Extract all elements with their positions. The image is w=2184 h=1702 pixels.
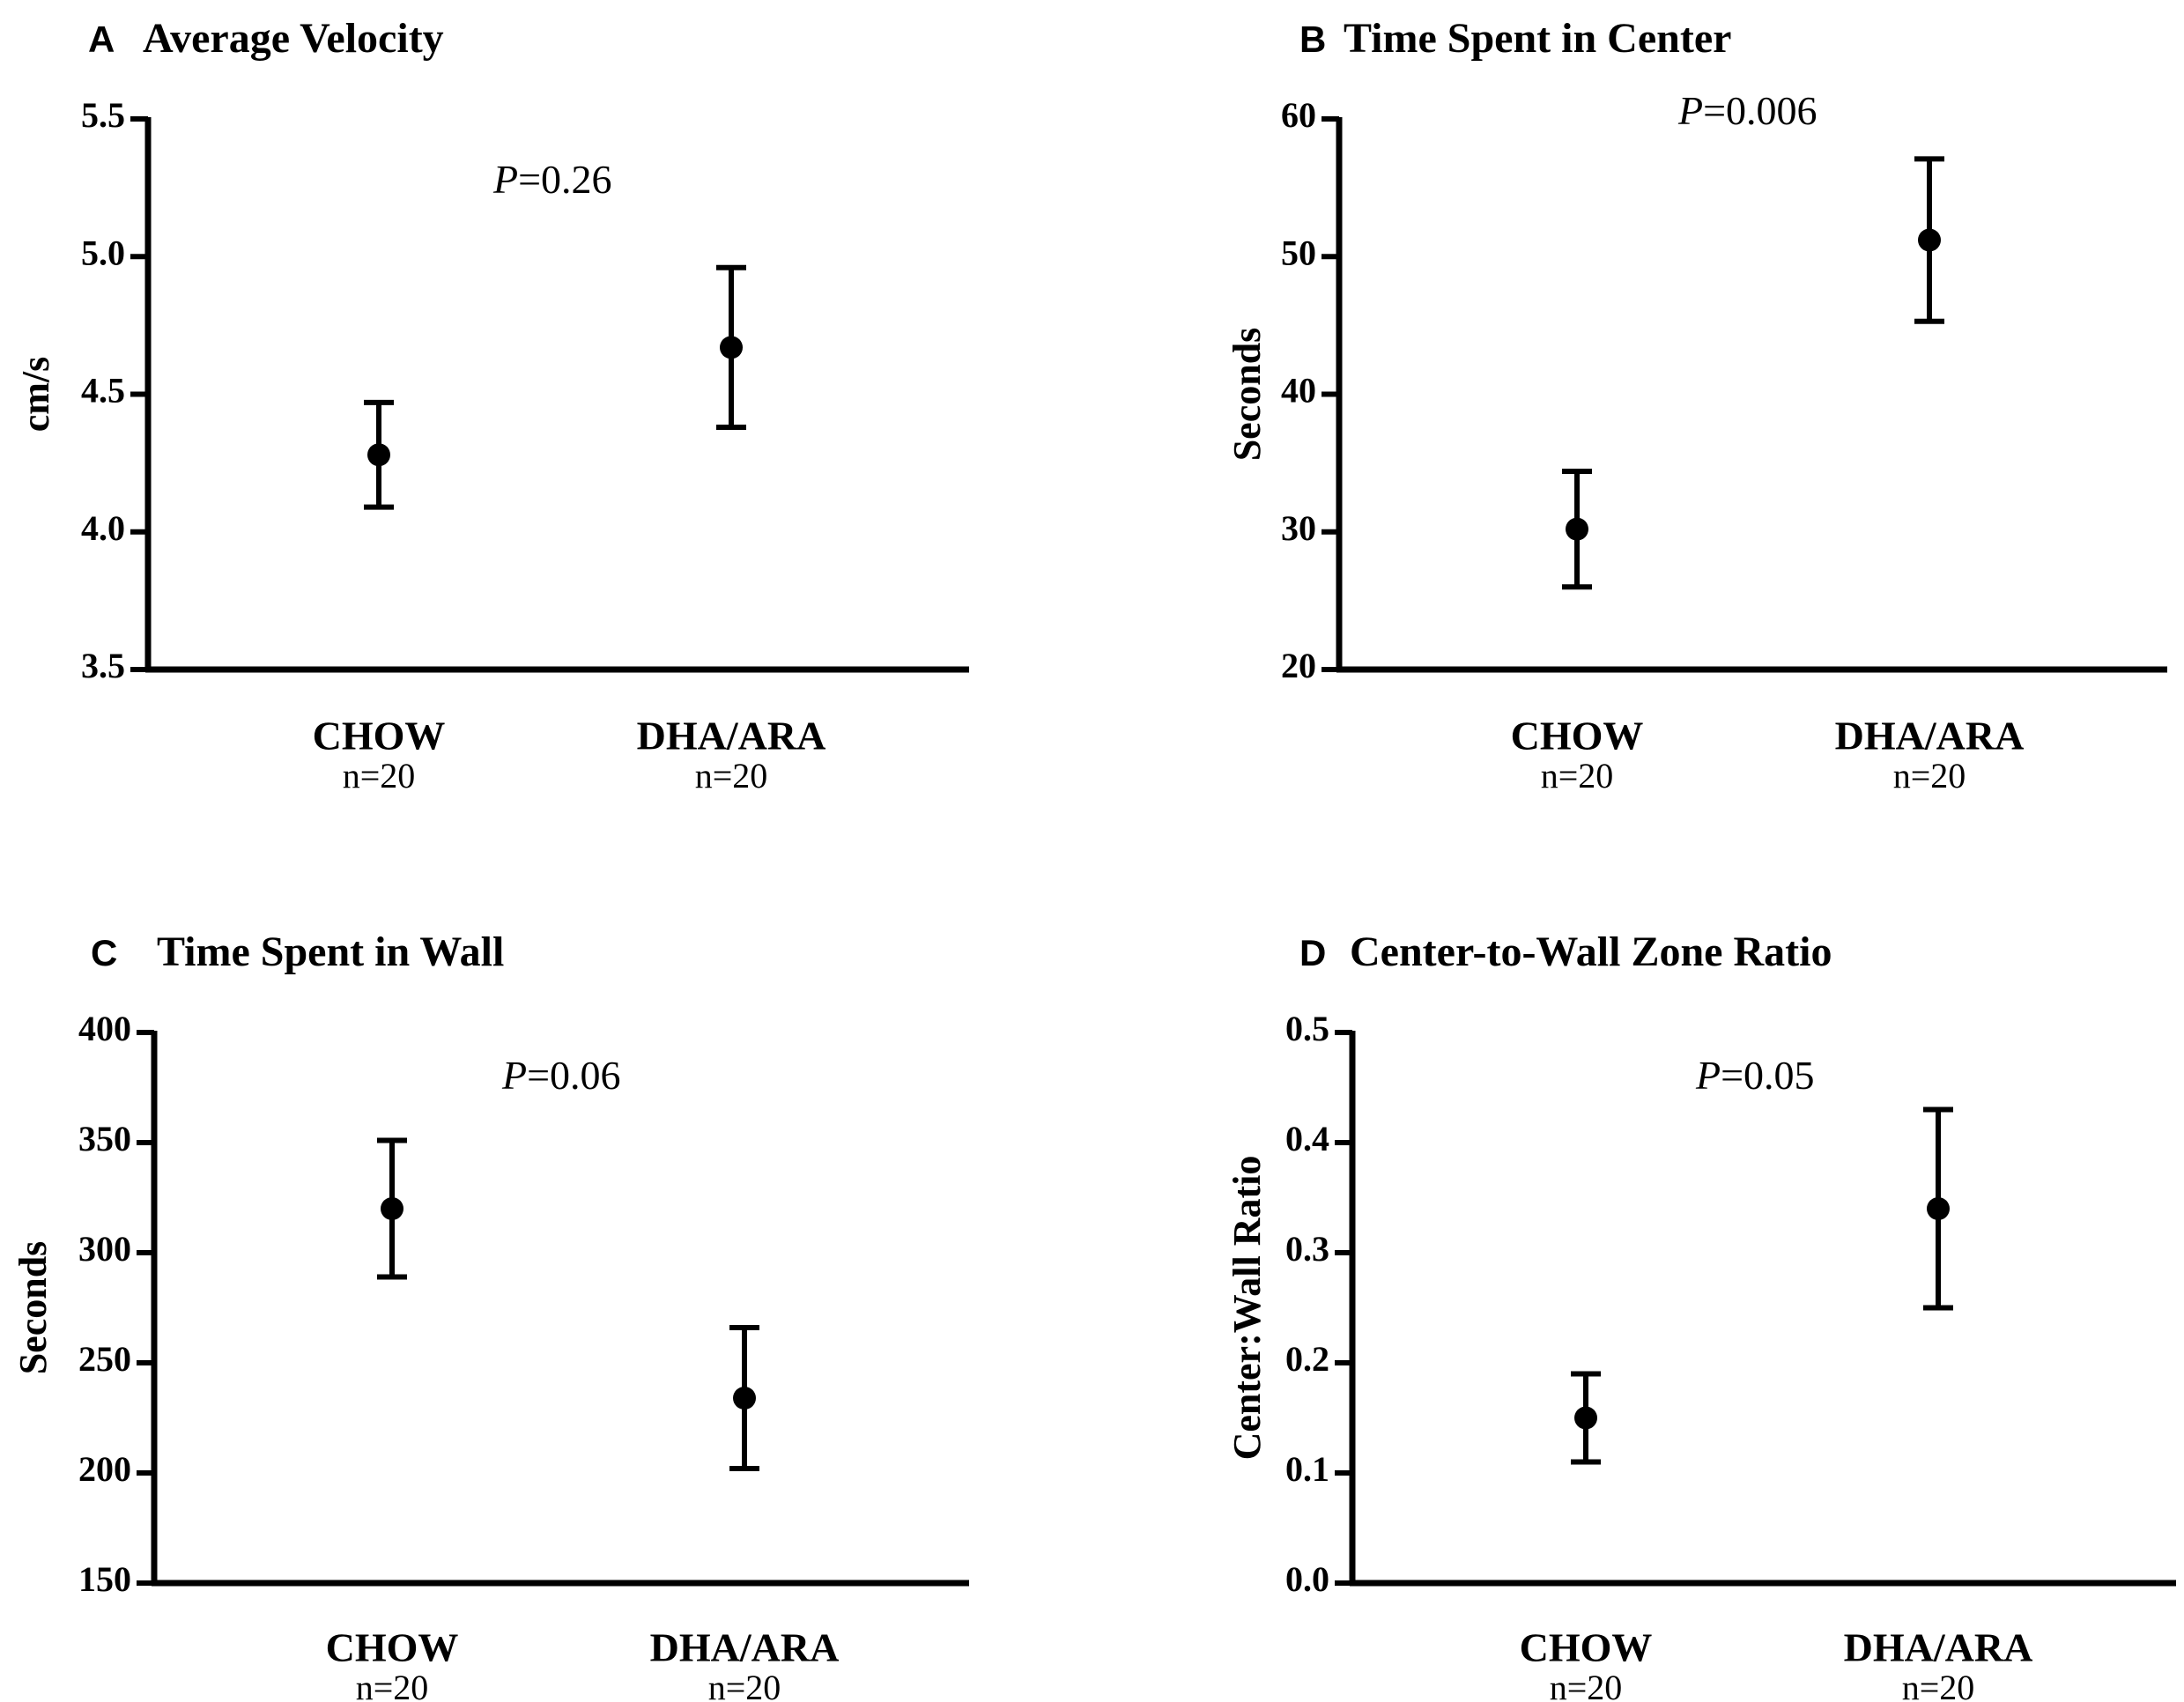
- y-axis-label: Center:Wall Ratio: [1225, 1156, 1269, 1461]
- panel-letter: C: [91, 932, 117, 973]
- x-category-label: DHA/ARA: [637, 714, 826, 758]
- y-tick-label: 5.0: [81, 233, 125, 272]
- y-tick-label: 0.4: [1285, 1119, 1329, 1158]
- panel-title: Center-to-Wall Zone Ratio: [1350, 929, 1832, 975]
- sample-size-label: n=20: [695, 756, 768, 796]
- x-category-label: DHA/ARA: [1844, 1625, 2033, 1670]
- x-category-label: DHA/ARA: [650, 1625, 840, 1670]
- y-tick-label: 3.5: [81, 646, 125, 685]
- mean-point: [1566, 517, 1588, 541]
- panel-letter: D: [1299, 932, 1326, 973]
- panel-b: B Time Spent in Center 20 30 40 50 60 Seconds P=…: [1225, 15, 2167, 796]
- y-tick-label: 40: [1281, 371, 1316, 411]
- y-tick-label: 300: [78, 1229, 131, 1269]
- y-tick-label: 200: [78, 1449, 131, 1489]
- sample-size-label: n=20: [1541, 756, 1614, 796]
- y-tick-label: 60: [1281, 95, 1316, 135]
- p-value-annotation: P=0.06: [501, 1053, 621, 1098]
- mean-point: [1574, 1406, 1597, 1430]
- x-category-label: DHA/ARA: [1835, 714, 2025, 758]
- y-tick-label: 0.3: [1285, 1229, 1329, 1269]
- y-tick-label: 350: [78, 1119, 131, 1158]
- y-tick-label: 30: [1281, 508, 1316, 548]
- panel-letter: B: [1299, 18, 1326, 60]
- y-tick-label: 5.5: [81, 95, 125, 135]
- panel-d: D Center-to-Wall Zone Ratio 0.0 0.1 0.2 0.3 0.…: [1225, 929, 2176, 1702]
- y-tick-label: 0.1: [1285, 1449, 1329, 1489]
- y-tick-label: 400: [78, 1009, 131, 1048]
- mean-point: [1918, 228, 1941, 252]
- y-tick-label: 4.0: [81, 508, 125, 548]
- mean-point: [1927, 1197, 1950, 1220]
- mean-point: [381, 1197, 403, 1220]
- y-tick-label: 50: [1281, 233, 1316, 272]
- sample-size-label: n=20: [343, 756, 416, 796]
- sample-size-label: n=20: [1550, 1668, 1623, 1702]
- panel-title: Average Velocity: [143, 15, 444, 62]
- y-tick-label: 0.0: [1285, 1559, 1329, 1599]
- y-axis-label: Seconds: [11, 1241, 55, 1375]
- y-axis-label: Seconds: [1225, 328, 1269, 462]
- p-value-annotation: P=0.05: [1695, 1053, 1815, 1098]
- y-tick-label: 150: [78, 1559, 131, 1599]
- y-tick-label: 0.5: [1285, 1009, 1329, 1048]
- x-category-label: CHOW: [1520, 1625, 1653, 1670]
- sample-size-label: n=20: [1893, 756, 1966, 796]
- mean-point: [367, 443, 390, 467]
- p-value-annotation: P=0.26: [492, 157, 612, 202]
- mean-point: [720, 336, 743, 359]
- sample-size-label: n=20: [708, 1668, 781, 1702]
- y-axis-label: cm/s: [14, 357, 57, 433]
- y-tick-label: 250: [78, 1339, 131, 1379]
- panel-title: Time Spent in Wall: [157, 929, 504, 975]
- panel-a: A Average Velocity 3.5 4.0 4.5 5.0 5.5 cm/s P=0.…: [14, 15, 969, 796]
- x-category-label: CHOW: [326, 1625, 459, 1670]
- p-value-annotation: P=0.006: [1677, 88, 1818, 133]
- panel-title: Time Spent in Center: [1344, 15, 1731, 62]
- y-tick-label: 20: [1281, 646, 1316, 685]
- sample-size-label: n=20: [1902, 1668, 1975, 1702]
- sample-size-label: n=20: [356, 1668, 429, 1702]
- x-category-label: CHOW: [1511, 714, 1644, 758]
- y-tick-label: 0.2: [1285, 1339, 1329, 1379]
- panel-letter: A: [88, 18, 115, 60]
- x-category-label: CHOW: [313, 714, 446, 758]
- panel-c: C Time Spent in Wall 150 200 250 300 350 400 Sec…: [11, 929, 969, 1702]
- y-tick-label: 4.5: [81, 371, 125, 411]
- mean-point: [733, 1387, 756, 1410]
